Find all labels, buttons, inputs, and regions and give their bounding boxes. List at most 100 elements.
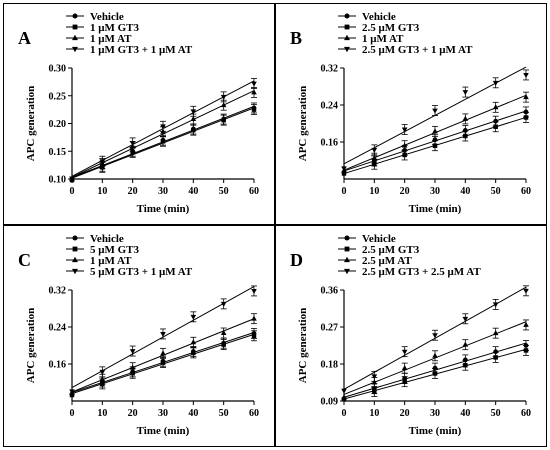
data-point: [432, 352, 438, 358]
data-point: [371, 155, 378, 161]
legend-item: 1 μM GT3: [66, 22, 140, 34]
panel-letter: C: [18, 250, 31, 270]
data-point: [341, 388, 347, 394]
legend-marker: [344, 235, 350, 241]
data-point: [221, 117, 226, 123]
legend-item: Vehicle: [338, 11, 396, 23]
data-point: [221, 342, 226, 347]
data-point: [341, 394, 347, 400]
data-point: [432, 128, 438, 134]
legend-marker: [72, 34, 78, 41]
x-axis-label: Time (min): [137, 203, 190, 215]
x-tick-label: 20: [128, 408, 138, 419]
y-tick-label: 0.27: [321, 323, 339, 334]
y-tick-label: 0.32: [49, 286, 67, 297]
legend-label: 5 μM GT3 + 1 μM AT: [90, 266, 193, 278]
data-point: [492, 104, 499, 110]
data-point: [463, 133, 468, 139]
legend-label: 1 μM AT: [90, 33, 132, 45]
x-tick-label: 50: [219, 408, 229, 419]
legend-marker: [72, 235, 78, 241]
data-point: [372, 389, 377, 394]
panel-letter: D: [290, 250, 303, 270]
data-point: [160, 350, 166, 356]
legend-label: Vehicle: [362, 11, 396, 23]
data-point: [220, 329, 227, 335]
x-tick-label: 10: [97, 186, 107, 197]
legend-item: 5 μM GT3: [66, 244, 140, 256]
legend-marker: [344, 268, 350, 275]
x-tick-label: 50: [491, 408, 501, 419]
data-point: [190, 314, 197, 320]
legend-item: 1 μM AT: [338, 33, 404, 45]
x-tick-label: 0: [70, 408, 75, 419]
data-point: [191, 350, 196, 356]
legend-marker: [72, 46, 78, 53]
x-tick-label: 30: [158, 408, 168, 419]
series: [69, 313, 257, 396]
legend-item: Vehicle: [66, 233, 124, 245]
legend-label: Vehicle: [90, 11, 124, 23]
panel-c: C Vehicle 5 μM GT3 1 μM AT 5 μM GT3 + 1 μM A…: [3, 225, 275, 447]
y-tick-label: 0.10: [49, 175, 67, 186]
data-point: [432, 143, 438, 148]
data-point: [371, 374, 378, 380]
x-tick-label: 40: [188, 408, 198, 419]
data-point: [402, 152, 407, 158]
data-point: [462, 128, 468, 133]
data-point: [432, 371, 438, 376]
data-point: [341, 166, 347, 172]
legend-label: 2.5 μM AT: [362, 255, 412, 267]
series: [341, 91, 529, 173]
x-tick-label: 20: [400, 186, 410, 197]
data-point: [129, 349, 136, 355]
x-tick-label: 60: [249, 186, 259, 197]
y-tick-label: 0.16: [321, 138, 339, 149]
y-axis-label: APC generation: [25, 308, 37, 383]
legend-label: 1 μM GT3: [90, 22, 140, 34]
x-axis-label: Time (min): [137, 425, 190, 437]
data-point: [523, 72, 529, 79]
y-tick-label: 0.36: [321, 286, 339, 297]
data-point: [69, 176, 75, 182]
legend-item: 1 μM AT: [66, 255, 132, 267]
data-point: [130, 371, 135, 376]
data-point: [493, 349, 499, 355]
legend-item: Vehicle: [66, 11, 124, 23]
data-point: [523, 94, 529, 100]
data-point: [251, 315, 257, 321]
data-point: [191, 127, 196, 133]
data-point: [251, 333, 257, 339]
data-point: [69, 389, 75, 395]
legend-item: 2.5 μM GT3 + 1 μM AT: [338, 44, 473, 56]
data-point: [220, 102, 227, 108]
series: [69, 87, 257, 181]
legend-label: 5 μM GT3: [90, 244, 140, 256]
data-point: [99, 159, 106, 165]
x-tick-label: 40: [188, 186, 198, 197]
legend-label: 2.5 μM GT3 + 1 μM AT: [362, 44, 473, 56]
data-point: [160, 139, 166, 144]
data-point: [462, 115, 469, 121]
data-point: [401, 365, 408, 371]
series: [341, 345, 529, 402]
y-tick-label: 0.32: [321, 64, 339, 75]
legend-marker: [72, 13, 78, 19]
data-point: [190, 339, 197, 345]
x-tick-label: 20: [400, 408, 410, 419]
data-point: [493, 124, 498, 129]
data-point: [372, 161, 377, 167]
series: [341, 319, 529, 400]
legend-item: 1 μM GT3 + 1 μM AT: [66, 44, 193, 56]
data-point: [401, 127, 408, 133]
y-tick-label: 0.30: [49, 64, 67, 75]
data-point: [220, 94, 227, 100]
x-tick-label: 50: [219, 186, 229, 197]
data-point: [130, 150, 135, 155]
x-tick-label: 60: [521, 186, 531, 197]
data-point: [432, 108, 438, 114]
legend-marker: [72, 268, 78, 275]
